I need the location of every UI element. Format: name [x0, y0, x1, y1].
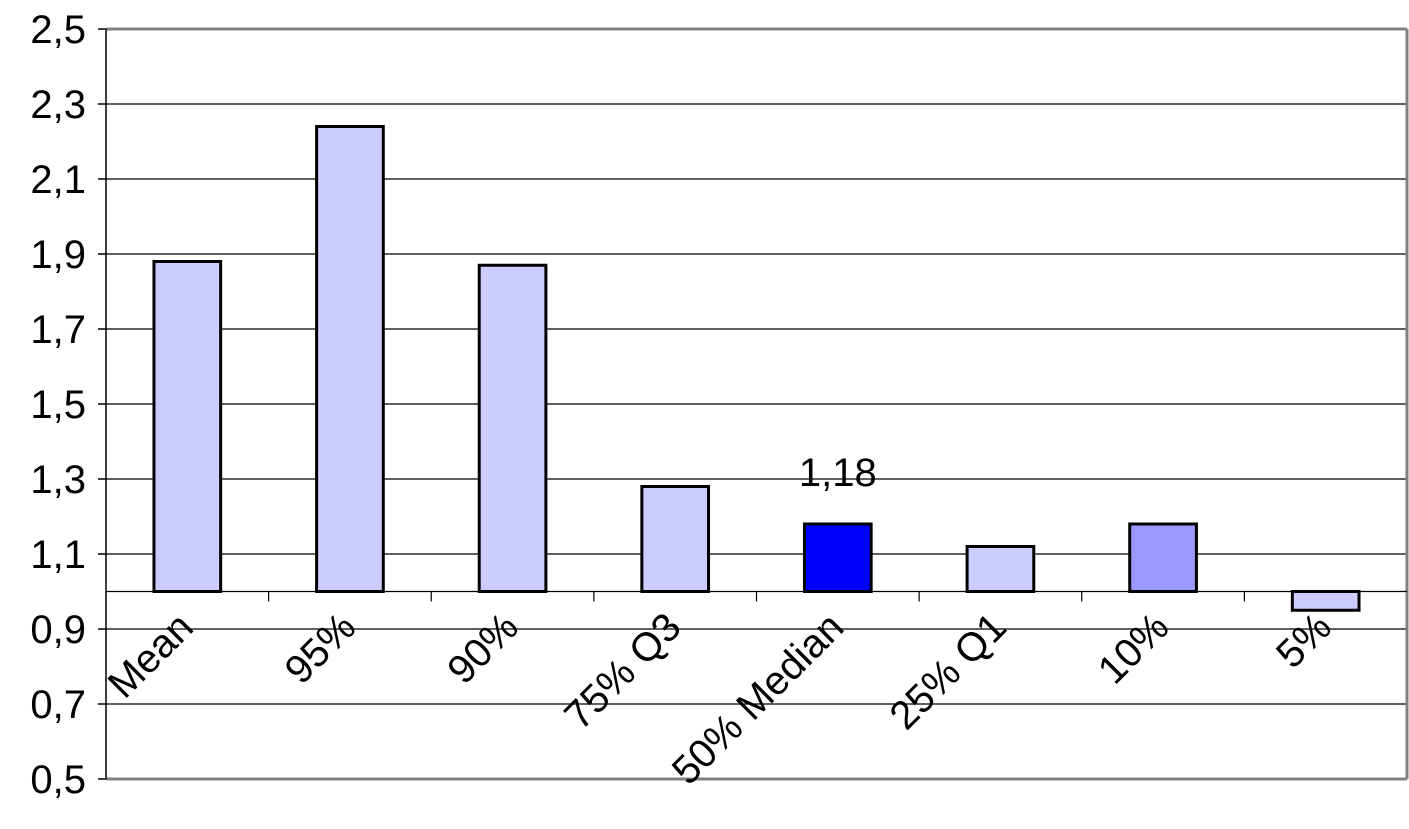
- bar: [965, 545, 1036, 593]
- bar: [802, 522, 873, 593]
- x-category-label: Mean: [100, 605, 202, 707]
- bars: [152, 125, 1361, 612]
- y-tick-label: 1,9: [30, 233, 86, 277]
- y-axis-ticks: 0,5 0,7 0,9 1,1 1,3 1,5 1,7 1,9 2,1 2,3 2,5: [30, 8, 106, 802]
- bar: [152, 260, 223, 593]
- x-category-label: 75% Q3: [556, 605, 689, 738]
- x-category-label: 25% Q1: [881, 605, 1014, 738]
- bar: [640, 485, 711, 593]
- x-category-label: 95%: [277, 605, 365, 693]
- x-category-label: 50% Median: [664, 605, 852, 793]
- y-tick-label: 1,7: [30, 308, 86, 352]
- y-tick-label: 2,5: [30, 8, 86, 52]
- x-category-label: 5%: [1268, 605, 1340, 677]
- x-category-label: 90%: [439, 605, 527, 693]
- y-tick-label: 2,3: [30, 83, 86, 127]
- bar: [1128, 522, 1198, 593]
- data-labels: 1,18: [799, 451, 877, 495]
- y-tick-label: 0,7: [30, 683, 86, 727]
- gridlines: [106, 103, 1407, 705]
- y-tick-label: 0,9: [30, 608, 86, 652]
- y-tick-label: 1,5: [30, 383, 86, 427]
- y-tick-label: 2,1: [30, 158, 86, 202]
- bar: [477, 263, 548, 593]
- y-tick-label: 1,1: [30, 533, 86, 577]
- y-tick-label: 0,5: [30, 758, 86, 802]
- bar: [315, 125, 385, 593]
- data-label: 1,18: [799, 451, 877, 495]
- y-tick-label: 1,3: [30, 458, 86, 502]
- bar: [1290, 590, 1361, 612]
- x-category-label: 10%: [1090, 605, 1178, 693]
